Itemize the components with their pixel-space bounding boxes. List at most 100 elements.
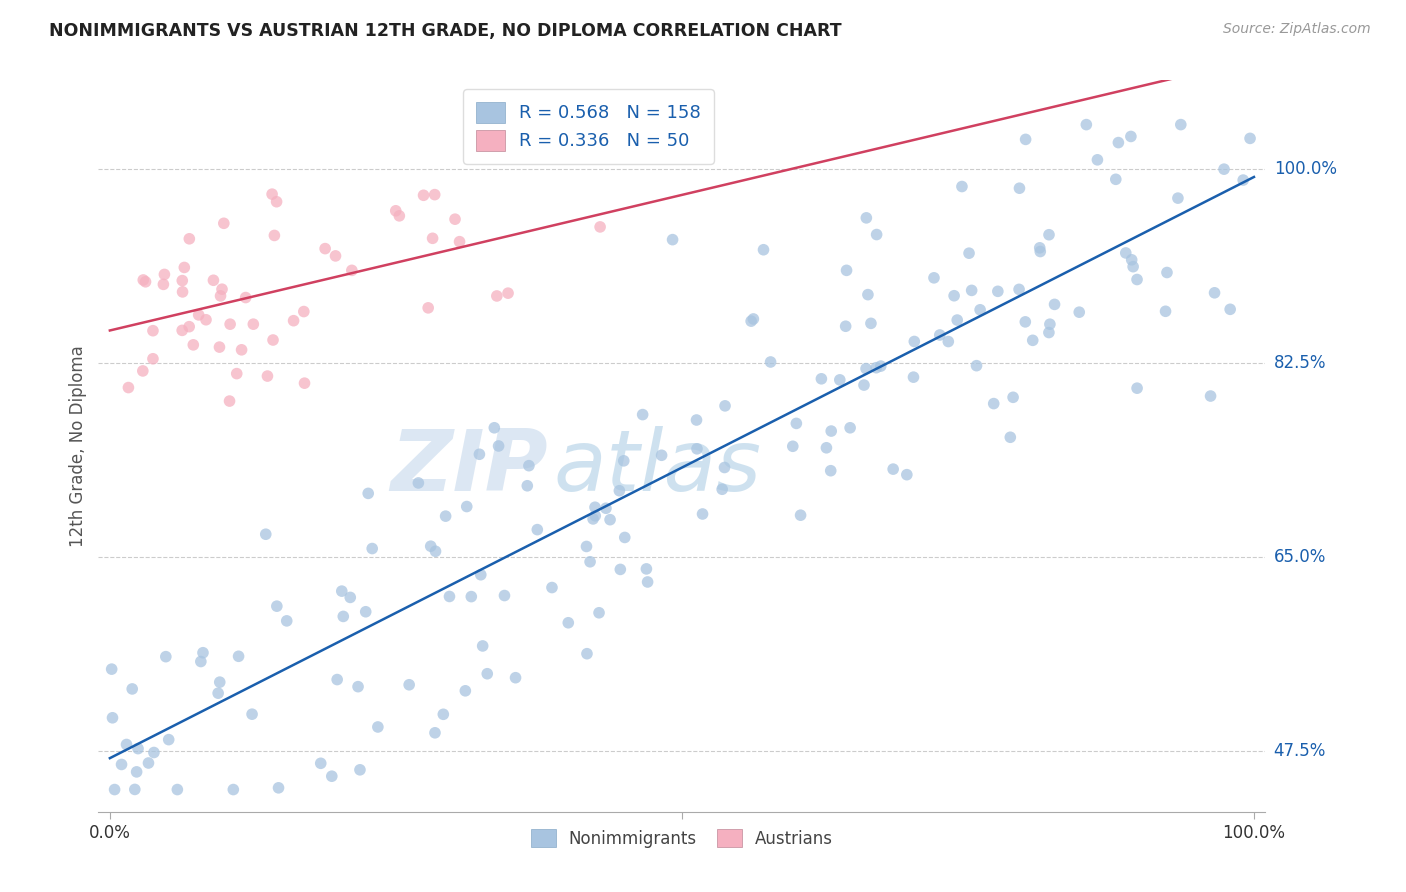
Point: [209, 289, 232, 303]
Point: [449, 235, 471, 249]
Point: [1154, 304, 1177, 318]
Point: [1038, 326, 1060, 340]
Point: [354, 605, 377, 619]
Text: ZIP: ZIP: [389, 426, 548, 509]
Point: [582, 512, 605, 526]
Point: [494, 589, 516, 603]
Point: [470, 567, 492, 582]
Point: [609, 562, 631, 576]
Point: [434, 509, 457, 524]
Point: [631, 408, 654, 422]
Point: [651, 448, 673, 462]
Point: [856, 287, 879, 301]
Point: [294, 376, 316, 391]
Point: [922, 270, 945, 285]
Point: [419, 539, 441, 553]
Point: [240, 707, 263, 722]
Point: [202, 273, 225, 287]
Point: [330, 584, 353, 599]
Point: [1239, 131, 1261, 145]
Point: [517, 458, 540, 473]
Point: [505, 671, 527, 685]
Point: [1039, 317, 1062, 331]
Point: [398, 678, 420, 692]
Point: [454, 683, 477, 698]
Point: [115, 738, 138, 752]
Point: [222, 782, 245, 797]
Point: [820, 464, 842, 478]
Point: [367, 720, 389, 734]
Point: [1076, 118, 1098, 132]
Point: [423, 187, 446, 202]
Point: [142, 351, 165, 366]
Point: [987, 285, 1010, 299]
Point: [211, 282, 233, 296]
Point: [1126, 381, 1149, 395]
Point: [855, 361, 877, 376]
Point: [125, 764, 148, 779]
Point: [384, 203, 406, 218]
Point: [1014, 132, 1036, 146]
Point: [685, 413, 707, 427]
Point: [1002, 390, 1025, 404]
Point: [575, 647, 598, 661]
Point: [207, 686, 229, 700]
Point: [179, 232, 201, 246]
Point: [637, 574, 659, 589]
Point: [1107, 136, 1129, 150]
Point: [1115, 246, 1137, 260]
Point: [960, 284, 983, 298]
Point: [752, 243, 775, 257]
Point: [711, 482, 734, 496]
Point: [903, 370, 925, 384]
Point: [267, 780, 290, 795]
Point: [661, 233, 683, 247]
Point: [1232, 173, 1254, 187]
Point: [471, 639, 494, 653]
Point: [339, 591, 361, 605]
Point: [583, 500, 606, 515]
Point: [138, 756, 160, 770]
Point: [609, 483, 631, 498]
Point: [181, 338, 204, 352]
Point: [1087, 153, 1109, 167]
Point: [361, 541, 384, 556]
Point: [225, 367, 247, 381]
Point: [1119, 129, 1142, 144]
Point: [228, 649, 250, 664]
Point: [179, 319, 201, 334]
Point: [235, 291, 257, 305]
Point: [332, 609, 354, 624]
Point: [292, 304, 315, 318]
Point: [309, 756, 332, 771]
Point: [1069, 305, 1091, 319]
Point: [943, 289, 966, 303]
Point: [321, 769, 343, 783]
Point: [1126, 272, 1149, 286]
Point: [135, 275, 157, 289]
Point: [423, 726, 446, 740]
Point: [340, 263, 363, 277]
Point: [132, 273, 155, 287]
Point: [219, 317, 242, 331]
Point: [190, 655, 212, 669]
Point: [1000, 430, 1022, 444]
Point: [422, 231, 444, 245]
Point: [477, 666, 499, 681]
Point: [208, 675, 231, 690]
Point: [266, 194, 288, 209]
Point: [1105, 172, 1128, 186]
Point: [388, 209, 411, 223]
Point: [266, 599, 288, 614]
Point: [579, 555, 602, 569]
Point: [142, 324, 165, 338]
Point: [326, 673, 349, 687]
Point: [172, 274, 194, 288]
Point: [865, 227, 887, 242]
Point: [276, 614, 298, 628]
Point: [187, 308, 209, 322]
Point: [936, 334, 959, 349]
Point: [859, 316, 882, 330]
Point: [1199, 389, 1222, 403]
Point: [142, 746, 165, 760]
